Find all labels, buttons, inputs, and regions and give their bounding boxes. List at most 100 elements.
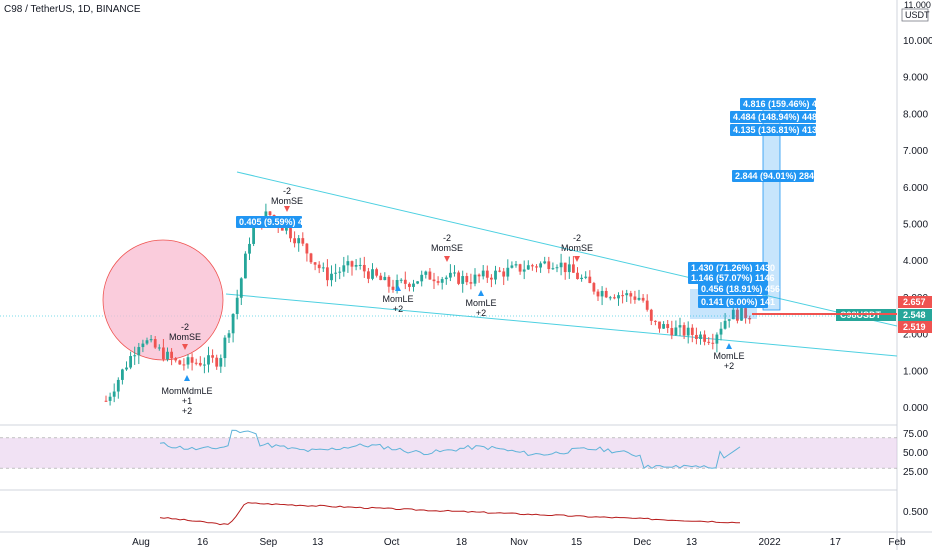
candle-body <box>203 364 206 366</box>
signal-label: -2 <box>181 322 189 332</box>
signal-label: +2 <box>182 406 192 416</box>
candle-body <box>576 272 579 280</box>
candle-body <box>666 324 670 329</box>
rsi-tick-label: 25.00 <box>903 467 928 478</box>
price-tag-high-label: 2.657 <box>903 297 926 307</box>
rsi-tick-label: 75.00 <box>903 429 928 440</box>
candle-body <box>268 211 272 216</box>
currency-box <box>901 8 929 22</box>
signal-label: -2 <box>283 186 291 196</box>
signal-arrow-down <box>182 344 188 350</box>
candle-body <box>719 328 723 335</box>
candle-body <box>350 261 354 267</box>
candle-body <box>711 342 715 344</box>
price-tick-label: 8.000 <box>903 109 928 120</box>
candle-body <box>498 270 501 272</box>
candle-body <box>485 270 489 278</box>
candle-body <box>559 262 563 268</box>
signal-arrow-down <box>284 206 290 212</box>
candle-body <box>481 270 485 277</box>
candle-body <box>428 271 432 280</box>
signal-label: MomSE <box>561 243 593 253</box>
candle-body <box>149 339 153 341</box>
candle-body <box>227 333 231 338</box>
candle-body <box>539 263 542 268</box>
candle-body <box>572 264 575 273</box>
candle-body <box>731 309 735 320</box>
candle-body <box>547 261 551 270</box>
candle-body <box>592 283 596 292</box>
price-tag-low-label: 2.519 <box>903 322 926 332</box>
candle-body <box>707 341 711 343</box>
candle-body <box>699 334 702 340</box>
candle-body <box>723 320 727 329</box>
candle-body <box>174 358 178 361</box>
candle-body <box>399 279 403 281</box>
candle-body <box>293 238 296 244</box>
candle-body <box>457 272 460 284</box>
time-tick-label: Nov <box>510 537 528 548</box>
candle-body <box>301 238 305 244</box>
time-tick-label: 13 <box>686 537 698 548</box>
time-tick-label: Feb <box>888 537 906 548</box>
price-tag-high <box>898 296 932 308</box>
candle-body <box>116 379 120 392</box>
candle-body <box>219 358 223 367</box>
time-tick-label: 16 <box>197 537 209 548</box>
rsi-band <box>0 437 897 469</box>
candle-body <box>207 355 210 365</box>
candle-body <box>424 271 428 275</box>
signal-label: MomMdmLE <box>161 386 212 396</box>
target-tag <box>698 283 768 295</box>
time-tick-label: Oct <box>384 537 400 548</box>
candle-body <box>744 308 747 318</box>
candle-body <box>461 276 465 284</box>
price-tick-label: 6.000 <box>903 183 928 194</box>
candle-body <box>141 343 145 348</box>
candle-body <box>346 261 350 266</box>
candle-body <box>194 362 198 364</box>
candle-body <box>334 272 337 274</box>
signal-arrow-up <box>478 290 484 296</box>
signal-label: +1 <box>182 396 192 406</box>
signal-arrow-down <box>444 256 450 262</box>
target-tag <box>740 98 816 110</box>
signal-arrow-up <box>395 285 401 291</box>
candle-body <box>514 264 518 266</box>
target-tag <box>698 296 768 308</box>
candle-body <box>567 264 571 273</box>
target-tag <box>688 262 768 274</box>
candle-body <box>522 269 526 272</box>
upper-trendline <box>236 171 898 327</box>
time-tick-label: 15 <box>571 537 583 548</box>
price-axis-top-label: 11.000 <box>904 0 931 10</box>
candle-body <box>563 262 567 273</box>
candle-body <box>695 334 698 340</box>
target-tag <box>236 216 302 228</box>
candle-body <box>440 279 444 283</box>
candle-body <box>444 277 448 280</box>
target-tag-label: 2.844 (94.01%) 2844 <box>735 171 819 181</box>
candle-body <box>682 325 686 336</box>
time-tick-label: Aug <box>132 537 150 548</box>
target-tag-label: 1.146 (57.07%) 1146 <box>691 273 775 283</box>
osc-tick-label: 0.500 <box>903 507 928 518</box>
price-tag-last <box>898 309 932 321</box>
candle-body <box>420 274 424 282</box>
time-tick-label: 2022 <box>759 537 782 548</box>
candle-body <box>408 283 411 287</box>
candle-body <box>641 297 645 301</box>
candle-body <box>104 400 108 402</box>
signal-label: MomSE <box>169 332 201 342</box>
candle-body <box>125 367 128 370</box>
target-tag-label: 1.430 (71.26%) 1430 <box>691 263 775 273</box>
signal-label: -2 <box>573 233 581 243</box>
candle-body <box>223 337 227 359</box>
candle-body <box>166 351 169 360</box>
candle-body <box>543 261 547 264</box>
candle-body <box>305 243 309 254</box>
price-tick-label: 7.000 <box>903 146 928 157</box>
target-tag-label: 4.135 (136.81%) 4135 <box>733 125 822 135</box>
candle-body <box>395 280 399 290</box>
